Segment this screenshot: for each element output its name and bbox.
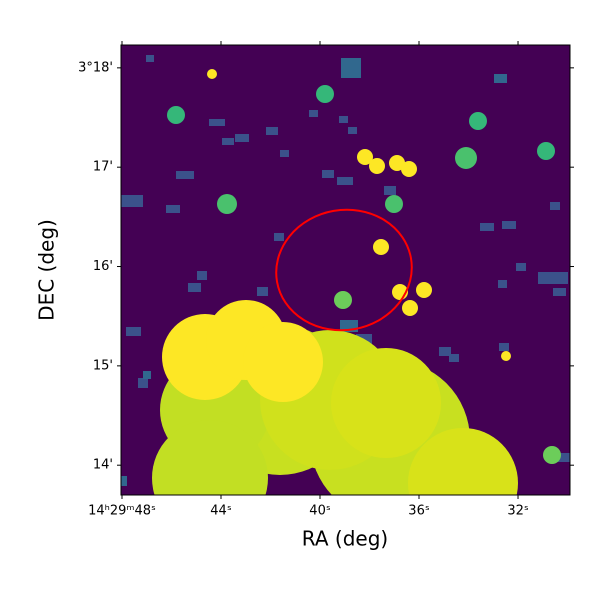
y-tick-label: 16' [93,259,113,274]
x-axis-label: RA (deg) [302,527,388,551]
y-tick-label: 15' [93,358,113,373]
y-tick-label: 17' [93,160,113,175]
y-tick-label: 3°18' [78,60,113,75]
x-tick-label: 36ˢ [408,504,430,519]
x-tick-label: 14ʰ29ᵐ48ˢ [88,504,156,519]
y-tick-label: 14' [93,458,113,473]
x-tick-label: 32ˢ [507,504,529,519]
x-tick-label: 40ˢ [309,504,331,519]
plot-frame [120,44,571,496]
sky-image [121,45,570,495]
y-axis-label: DEC (deg) [35,219,59,321]
x-tick-label: 44ˢ [210,504,232,519]
